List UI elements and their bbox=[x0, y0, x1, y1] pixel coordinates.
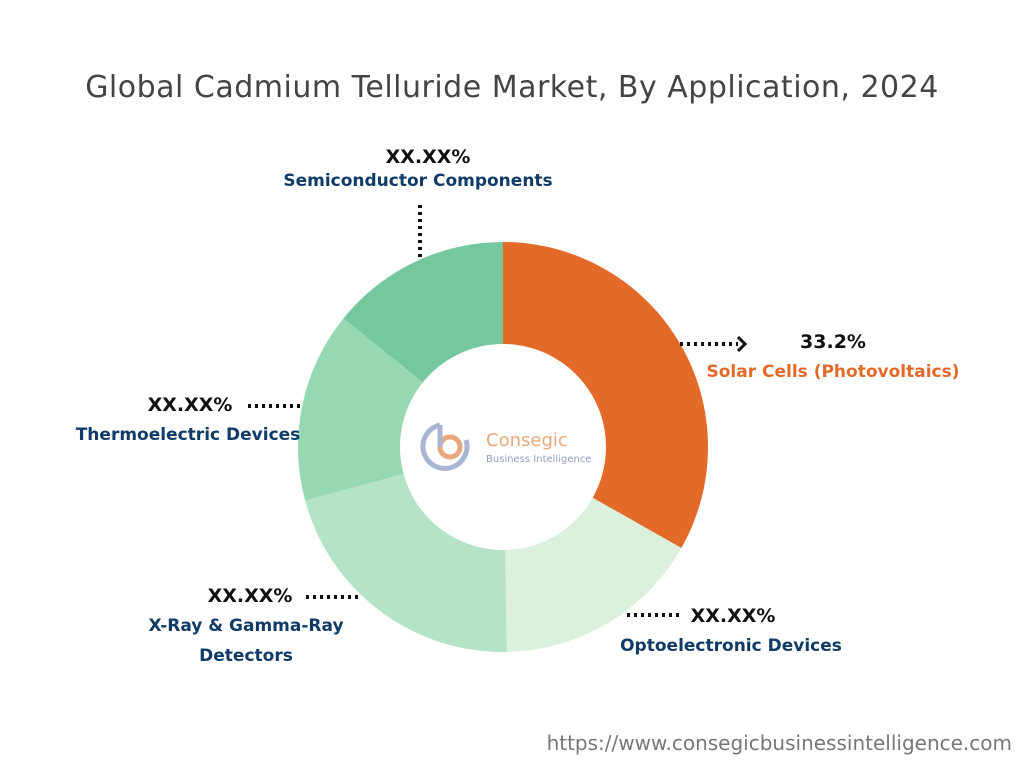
category-label: Optoelectronic Devices bbox=[620, 636, 842, 656]
category-label: X-Ray & Gamma-Ray Detectors bbox=[148, 616, 344, 666]
category-label: Thermoelectric Devices bbox=[75, 425, 301, 445]
category-label: Semiconductor Components bbox=[283, 171, 553, 191]
value-label: XX.XX% bbox=[207, 585, 293, 607]
value-label: XX.XX% bbox=[690, 605, 776, 627]
logo-tagline: Business Intelligence bbox=[486, 454, 591, 465]
value-label: 33.2% bbox=[800, 331, 866, 353]
value-label: XX.XX% bbox=[147, 394, 233, 416]
chart-title: Global Cadmium Telluride Market, By Appl… bbox=[85, 70, 939, 105]
leader-arrow bbox=[736, 335, 748, 353]
source-url: https://www.consegicbusinessintelligence… bbox=[546, 731, 1012, 755]
logo-icon bbox=[420, 422, 470, 471]
logo-name: Consegic bbox=[486, 430, 568, 451]
donut-slice bbox=[343, 242, 503, 383]
donut-slice bbox=[504, 497, 682, 652]
category-label: Solar Cells (Photovoltaics) bbox=[706, 362, 960, 382]
donut-slice bbox=[503, 242, 709, 549]
value-label: XX.XX% bbox=[385, 146, 471, 168]
donut-slice bbox=[305, 473, 507, 652]
donut-slice bbox=[298, 318, 423, 501]
